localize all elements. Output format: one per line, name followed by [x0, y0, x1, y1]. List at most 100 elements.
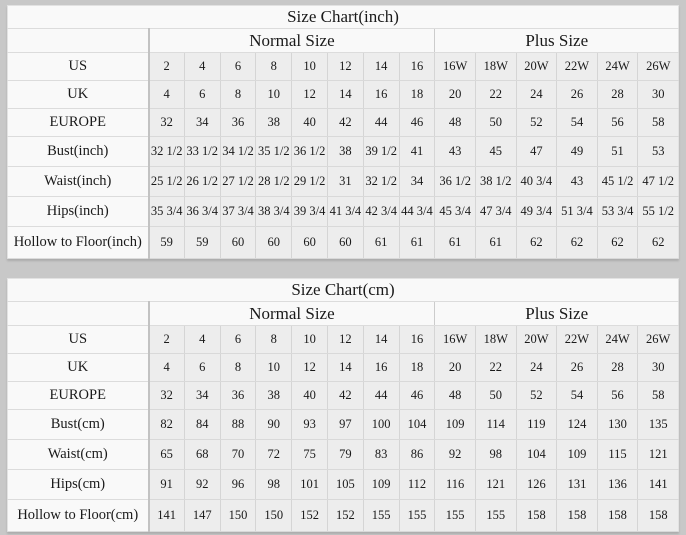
table-cell: 136	[596, 469, 638, 500]
table-cell: 8	[219, 80, 256, 109]
table-cell: 41 3/4	[326, 196, 364, 227]
row-label: Hollow to Floor(cm)	[7, 499, 150, 532]
table-cell: 32	[148, 108, 185, 137]
table-row: Waist(inch) 25 1/2 26 1/2 27 1/2 28 1/2 29 1/…	[7, 166, 679, 197]
row-label: EUROPE	[7, 108, 150, 137]
table-cell: 72	[255, 439, 292, 470]
table-cell: 18	[398, 353, 435, 382]
table-cell: 61	[474, 226, 517, 259]
table-cell: 12	[326, 325, 364, 354]
table-cell: 14	[362, 52, 400, 81]
row-label: Hips(cm)	[7, 469, 150, 500]
table-cell: 16	[362, 80, 400, 109]
table-cell: 150	[219, 499, 256, 532]
table-cell: 2	[148, 52, 185, 81]
column-group-plus-size: Plus Size	[434, 28, 679, 53]
table-row: EUROPE 32 34 36 38 40 42 44 46 48 50 52 54 56 58	[7, 381, 679, 410]
table-cell: 16W	[434, 325, 476, 354]
table-cell: 34	[183, 108, 221, 137]
row-label: Bust(inch)	[7, 136, 150, 167]
table-cell: 55 1/2	[637, 196, 679, 227]
table-cell: 12	[291, 353, 328, 382]
table-cell: 38	[255, 381, 292, 410]
table-cell: 62	[556, 226, 598, 259]
row-label: UK	[7, 80, 150, 109]
table-row: Waist(cm) 65 68 70 72 75 79 83 86 92 98 104 109 115 12…	[7, 439, 679, 470]
table-cell: 86	[398, 439, 435, 470]
table-cell: 38	[326, 136, 364, 167]
table-cell: 16	[362, 353, 400, 382]
table-cell: 12	[326, 52, 364, 81]
table-cell: 26W	[637, 325, 679, 354]
row-label: Waist(cm)	[7, 439, 150, 470]
table-cell: 115	[596, 439, 638, 470]
table-cell: 70	[219, 439, 256, 470]
table-cell: 84	[183, 409, 221, 440]
table-cell: 52	[515, 108, 557, 137]
table-cell: 121	[474, 469, 517, 500]
table-cell: 150	[255, 499, 292, 532]
table-cell: 109	[362, 469, 400, 500]
size-chart-inch-table: Size Chart(inch) Normal Size Plus Size U…	[7, 5, 680, 259]
table-cell: 38	[255, 108, 292, 137]
table-cell: 44 3/4	[398, 196, 435, 227]
table-cell: 152	[326, 499, 364, 532]
row-label: Hollow to Floor(inch)	[7, 226, 150, 259]
table-cell: 40	[291, 108, 328, 137]
table-cell: 100	[362, 409, 400, 440]
table-cell: 155	[362, 499, 400, 532]
table-cell: 2	[148, 325, 185, 354]
row-label: UK	[7, 353, 150, 382]
table-cell: 53	[637, 136, 679, 167]
table-cell: 14	[362, 325, 400, 354]
table-cell: 24W	[596, 325, 638, 354]
table-cell: 155	[474, 499, 517, 532]
table-cell: 116	[434, 469, 476, 500]
table-cell: 109	[434, 409, 476, 440]
row-label: Bust(cm)	[7, 409, 150, 440]
table-cell: 65	[148, 439, 185, 470]
table-cell: 158	[556, 499, 598, 532]
table-cell: 39 1/2	[362, 136, 400, 167]
table-cell: 14	[326, 80, 364, 109]
table-cell: 124	[556, 409, 598, 440]
table-cell: 59	[148, 226, 185, 259]
table-cell: 97	[326, 409, 364, 440]
table-row: Hips(cm) 91 92 96 98 101 105 109 112 116 121 126 131…	[7, 469, 679, 500]
table-cell: 58	[637, 108, 679, 137]
table-cell: 56	[596, 381, 638, 410]
table-cell: 41	[398, 136, 435, 167]
table-cell: 75	[291, 439, 328, 470]
table-cell: 24W	[596, 52, 638, 81]
table-cell: 18W	[474, 325, 517, 354]
table-cell: 61	[362, 226, 400, 259]
table-cell: 30	[637, 80, 679, 109]
table-cell: 101	[291, 469, 328, 500]
table-cell: 60	[219, 226, 256, 259]
table-cell: 52	[515, 381, 557, 410]
table-cell: 104	[398, 409, 435, 440]
table-cell: 4	[148, 80, 185, 109]
table-cell: 44	[362, 108, 400, 137]
column-group-normal-size: Normal Size	[147, 301, 435, 326]
table-cell: 49	[556, 136, 598, 167]
table-cell: 119	[515, 409, 557, 440]
table-cell: 16	[398, 52, 435, 81]
column-group-normal-size: Normal Size	[147, 28, 435, 53]
table-cell: 4	[183, 325, 221, 354]
table-cell: 30	[637, 353, 679, 382]
row-label: EUROPE	[7, 381, 150, 410]
table-cell: 90	[255, 409, 292, 440]
table-cell: 45 1/2	[596, 166, 638, 197]
table-cell: 6	[183, 353, 221, 382]
table-cell: 6	[219, 52, 256, 81]
table-cell: 48	[434, 108, 476, 137]
table-cell: 45	[474, 136, 517, 167]
table-cell: 51 3/4	[556, 196, 598, 227]
table-cell: 61	[434, 226, 476, 259]
table-cell: 28 1/2	[255, 166, 292, 197]
table-title: Size Chart(cm)	[7, 278, 679, 302]
table-row: Bust(inch) 32 1/2 33 1/2 34 1/2 35 1/2 36 1/2…	[7, 136, 679, 167]
table-cell: 22	[474, 353, 517, 382]
table-cell: 20W	[515, 325, 557, 354]
